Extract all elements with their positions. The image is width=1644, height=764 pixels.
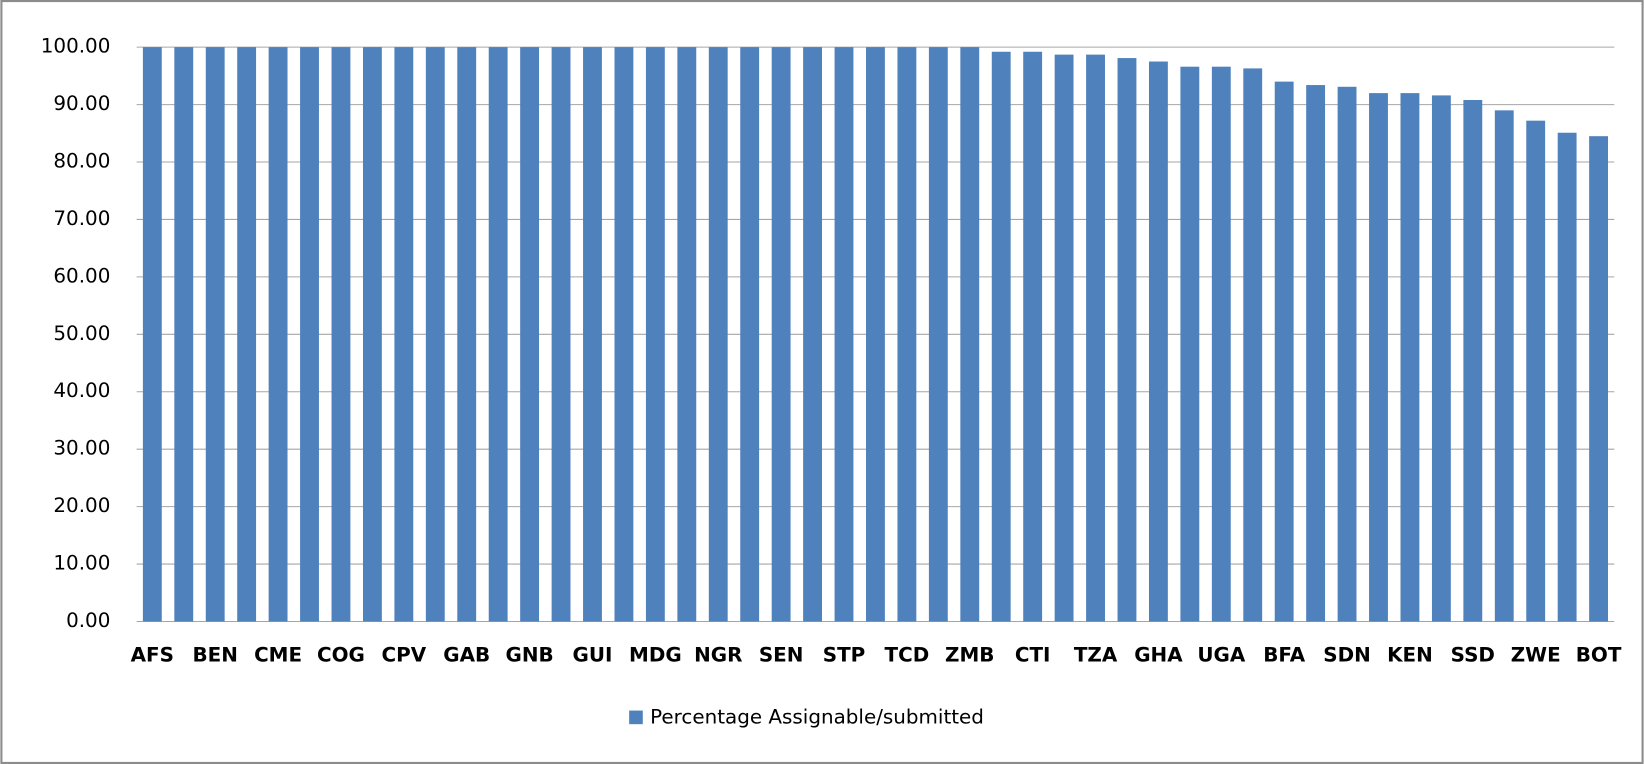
- x-tick-label: AFS: [131, 644, 174, 667]
- x-tick-label: GNB: [506, 644, 554, 667]
- x-tick-label: CTI: [1015, 644, 1051, 667]
- bar: [834, 47, 854, 622]
- bar: [205, 47, 225, 622]
- bar: [740, 47, 760, 622]
- y-tick-label: 30.00: [53, 437, 110, 460]
- x-tick-label: GHA: [1134, 644, 1183, 667]
- bar: [237, 47, 257, 622]
- bar: [1306, 85, 1326, 622]
- bar: [991, 51, 1011, 622]
- bar: [1494, 110, 1514, 622]
- y-tick-label: 100.00: [41, 35, 111, 58]
- y-tick-label: 60.00: [53, 264, 110, 287]
- x-tick-label: TZA: [1074, 644, 1118, 667]
- x-tick-label: CME: [254, 644, 302, 667]
- bar: [488, 47, 508, 622]
- bar: [614, 47, 634, 622]
- bar: [1400, 93, 1420, 622]
- bar: [300, 47, 319, 622]
- bar: [1463, 99, 1483, 622]
- x-tick-label: BEN: [192, 644, 237, 667]
- x-tick-label: COG: [317, 644, 365, 667]
- bar: [708, 47, 728, 622]
- bar: [1023, 51, 1043, 622]
- bar: [1243, 68, 1263, 622]
- bar: [1589, 136, 1609, 622]
- y-tick-label: 20.00: [53, 494, 110, 517]
- bar: [1431, 95, 1451, 622]
- x-tick-label: CPV: [382, 644, 427, 667]
- x-tick-label: GAB: [443, 644, 490, 667]
- y-tick-label: 40.00: [53, 379, 110, 402]
- x-tick-label: ZMB: [945, 644, 994, 667]
- bar: [1117, 58, 1137, 622]
- bar: [174, 47, 194, 622]
- x-tick-label: TCD: [885, 644, 930, 667]
- bar: [520, 47, 540, 622]
- legend-swatch: [629, 710, 643, 725]
- x-tick-label: STP: [823, 644, 866, 667]
- bar: [803, 47, 822, 622]
- bar: [551, 47, 571, 622]
- x-tick-label: BOT: [1576, 644, 1622, 667]
- bar: [1274, 81, 1294, 622]
- bar: [1369, 93, 1388, 622]
- y-tick-label: 80.00: [53, 150, 110, 173]
- bar: [645, 47, 665, 622]
- x-tick-label: ZWE: [1511, 644, 1561, 667]
- x-tick-label: BFA: [1263, 644, 1305, 667]
- bar: [331, 47, 351, 622]
- bar: [425, 47, 445, 622]
- bar: [1211, 66, 1231, 622]
- bar: [1180, 66, 1200, 622]
- bar: [960, 47, 980, 622]
- bar: [1086, 54, 1105, 622]
- bar: [268, 47, 288, 622]
- bar: [457, 47, 477, 622]
- y-tick-label: 50.00: [53, 322, 110, 345]
- y-tick-label: 0.00: [66, 609, 110, 632]
- x-tick-label: SDN: [1323, 644, 1371, 667]
- bar: [394, 47, 414, 622]
- bar: [1557, 132, 1577, 622]
- y-tick-label: 70.00: [53, 207, 110, 230]
- bar: [897, 47, 917, 622]
- x-tick-label: KEN: [1387, 644, 1433, 667]
- x-tick-label: MDG: [629, 644, 682, 667]
- bar: [583, 47, 602, 622]
- bar: [1054, 54, 1074, 622]
- bar: [866, 47, 885, 622]
- x-tick-label: GUI: [573, 644, 613, 667]
- y-tick-label: 90.00: [53, 92, 110, 115]
- legend-label: Percentage Assignable/submitted: [650, 705, 984, 728]
- bar: [1526, 120, 1546, 622]
- bar: [362, 47, 382, 622]
- bar: [1337, 86, 1357, 622]
- bar: [1148, 61, 1168, 622]
- x-tick-label: NGR: [694, 644, 742, 667]
- x-tick-label: SSD: [1451, 644, 1495, 667]
- x-tick-label: UGA: [1197, 644, 1246, 667]
- bar: [677, 47, 697, 622]
- bar: [142, 47, 162, 622]
- bar: [771, 47, 791, 622]
- y-tick-label: 10.00: [53, 552, 110, 575]
- x-tick-label: SEN: [759, 644, 804, 667]
- bar: [928, 47, 948, 622]
